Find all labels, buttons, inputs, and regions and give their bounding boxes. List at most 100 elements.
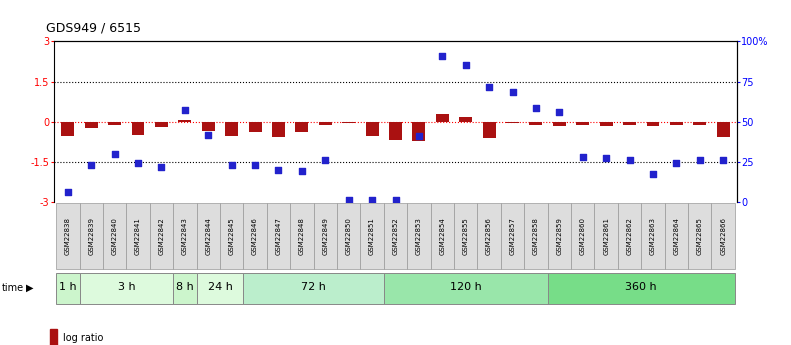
- Point: [694, 157, 706, 162]
- FancyBboxPatch shape: [337, 203, 361, 269]
- FancyBboxPatch shape: [430, 203, 454, 269]
- Bar: [670, 122, 683, 125]
- FancyBboxPatch shape: [103, 203, 127, 269]
- Text: GSM22838: GSM22838: [65, 217, 71, 255]
- Point: [108, 151, 121, 157]
- Point: [483, 84, 495, 90]
- Text: GSM22866: GSM22866: [720, 217, 726, 255]
- Text: GSM22848: GSM22848: [299, 217, 305, 255]
- FancyBboxPatch shape: [196, 203, 220, 269]
- Bar: [600, 122, 612, 126]
- Bar: [436, 114, 448, 122]
- Text: 72 h: 72 h: [301, 283, 326, 292]
- Bar: [85, 122, 97, 128]
- Text: GSM22849: GSM22849: [322, 217, 328, 255]
- Point: [85, 162, 97, 168]
- Text: 120 h: 120 h: [450, 283, 482, 292]
- Text: GSM22862: GSM22862: [626, 217, 633, 255]
- FancyBboxPatch shape: [384, 273, 547, 304]
- FancyBboxPatch shape: [173, 203, 196, 269]
- Point: [62, 189, 74, 195]
- Bar: [108, 122, 121, 125]
- Point: [436, 53, 448, 59]
- Bar: [623, 122, 636, 125]
- Point: [155, 164, 168, 170]
- Point: [248, 162, 261, 168]
- Bar: [272, 122, 285, 137]
- FancyBboxPatch shape: [220, 203, 244, 269]
- Text: GSM22853: GSM22853: [416, 217, 422, 255]
- Bar: [343, 122, 355, 123]
- Text: GSM22840: GSM22840: [112, 217, 118, 255]
- Text: GSM22857: GSM22857: [509, 217, 516, 255]
- Point: [646, 171, 659, 177]
- Text: GSM22842: GSM22842: [158, 217, 165, 255]
- Text: ▶: ▶: [26, 283, 33, 293]
- Text: 8 h: 8 h: [176, 283, 194, 292]
- FancyBboxPatch shape: [361, 203, 384, 269]
- Text: GSM22859: GSM22859: [556, 217, 562, 255]
- Point: [530, 106, 543, 111]
- Point: [179, 107, 191, 112]
- FancyBboxPatch shape: [501, 203, 524, 269]
- FancyBboxPatch shape: [384, 203, 407, 269]
- Text: 1 h: 1 h: [59, 283, 77, 292]
- Bar: [506, 122, 519, 123]
- FancyBboxPatch shape: [478, 203, 501, 269]
- FancyBboxPatch shape: [524, 203, 547, 269]
- Text: GSM22843: GSM22843: [182, 217, 187, 255]
- Point: [389, 198, 402, 203]
- FancyBboxPatch shape: [664, 203, 688, 269]
- Bar: [365, 122, 379, 136]
- Text: GSM22850: GSM22850: [346, 217, 352, 255]
- FancyBboxPatch shape: [547, 273, 735, 304]
- Point: [296, 168, 308, 174]
- FancyBboxPatch shape: [290, 203, 313, 269]
- Text: GSM22860: GSM22860: [580, 217, 586, 255]
- Point: [319, 157, 331, 162]
- Bar: [717, 122, 729, 137]
- Text: 24 h: 24 h: [207, 283, 233, 292]
- FancyBboxPatch shape: [313, 203, 337, 269]
- Text: GSM22845: GSM22845: [229, 217, 235, 255]
- FancyBboxPatch shape: [454, 203, 478, 269]
- Text: GSM22844: GSM22844: [205, 217, 211, 255]
- FancyBboxPatch shape: [618, 203, 642, 269]
- Point: [365, 198, 378, 203]
- Text: GSM22841: GSM22841: [135, 217, 141, 255]
- FancyBboxPatch shape: [80, 203, 103, 269]
- Point: [717, 157, 729, 162]
- Point: [623, 158, 636, 163]
- FancyBboxPatch shape: [267, 203, 290, 269]
- Text: GSM22856: GSM22856: [486, 217, 492, 255]
- Point: [202, 132, 214, 138]
- Text: GSM22861: GSM22861: [604, 217, 609, 255]
- FancyBboxPatch shape: [407, 203, 430, 269]
- Text: GSM22851: GSM22851: [369, 217, 375, 255]
- Text: log ratio: log ratio: [63, 333, 104, 343]
- Text: time: time: [2, 283, 24, 293]
- Bar: [248, 122, 262, 132]
- Bar: [202, 122, 214, 131]
- Text: GSM22852: GSM22852: [392, 217, 399, 255]
- Text: GSM22864: GSM22864: [673, 217, 679, 255]
- Text: GSM22863: GSM22863: [650, 217, 656, 255]
- FancyBboxPatch shape: [196, 273, 244, 304]
- Bar: [646, 122, 660, 126]
- Bar: [319, 122, 331, 125]
- FancyBboxPatch shape: [571, 203, 595, 269]
- Point: [506, 89, 519, 95]
- Text: GSM22854: GSM22854: [439, 217, 445, 255]
- Bar: [155, 122, 168, 127]
- Bar: [460, 117, 472, 122]
- FancyBboxPatch shape: [711, 203, 735, 269]
- Bar: [296, 122, 308, 132]
- Text: GSM22839: GSM22839: [89, 217, 94, 255]
- FancyBboxPatch shape: [56, 203, 80, 269]
- Bar: [179, 120, 191, 122]
- Text: GSM22855: GSM22855: [463, 217, 469, 255]
- Bar: [483, 122, 495, 138]
- Text: 360 h: 360 h: [626, 283, 657, 292]
- Point: [413, 134, 426, 139]
- Point: [553, 109, 566, 115]
